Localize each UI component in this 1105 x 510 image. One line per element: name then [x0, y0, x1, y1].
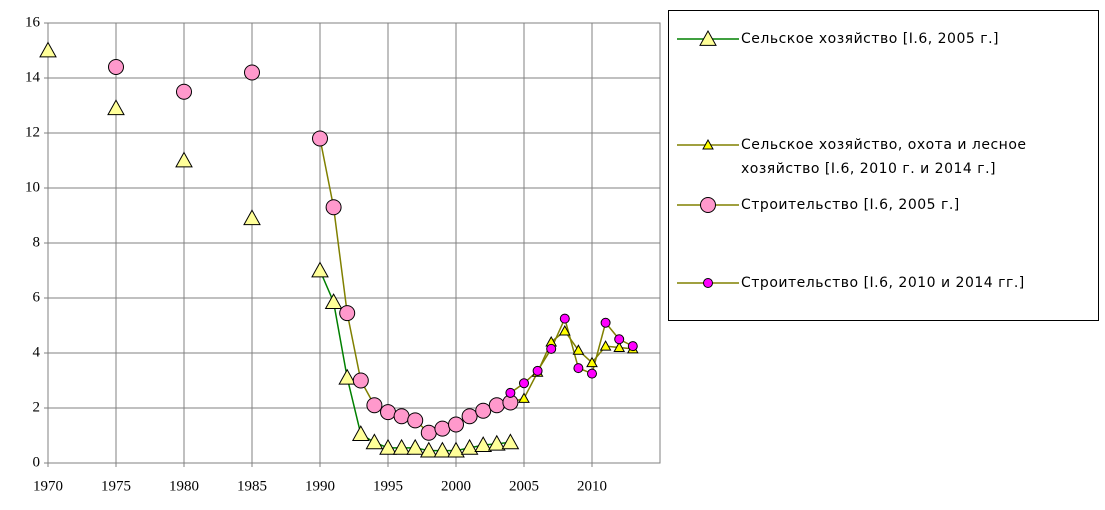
marker [434, 420, 451, 437]
legend-label: Сельское хозяйство [I.6, 2005 г.] [741, 31, 999, 47]
marker [532, 365, 543, 376]
marker [614, 334, 625, 345]
marker [519, 378, 529, 389]
marker [366, 397, 383, 414]
y-tick-label: 12 [25, 124, 40, 140]
marker [108, 59, 124, 75]
marker [587, 368, 597, 379]
legend-entry: Строительство [I.6, 2010 и 2014 гг.] [669, 271, 1081, 295]
legend-swatch [677, 29, 739, 46]
marker [487, 434, 506, 451]
marker [461, 408, 478, 425]
y-tick-label: 0 [33, 454, 41, 470]
marker [352, 372, 369, 389]
x-tick-label: 1970 [33, 478, 63, 494]
marker [505, 387, 516, 398]
marker [243, 209, 261, 226]
y-tick-label: 8 [33, 234, 41, 250]
marker [420, 424, 437, 441]
marker [244, 64, 260, 81]
marker [39, 41, 57, 58]
marker [546, 343, 557, 354]
y-tick-label: 2 [33, 399, 41, 415]
chart: 0 2 4 6 8 10 12 14 16 1970 1975 1980 1985 1990 1995 200… [25, 14, 661, 494]
marker [501, 433, 520, 450]
marker [599, 340, 612, 351]
marker [433, 441, 452, 458]
marker [474, 436, 493, 453]
marker [325, 199, 342, 216]
marker [324, 293, 343, 310]
marker [572, 344, 585, 355]
marker [312, 130, 328, 147]
marker [699, 29, 717, 46]
marker [488, 397, 505, 414]
marker [586, 356, 598, 368]
legend-entry: Сельское хозяйство, охота и лесное хозяй… [669, 133, 1081, 181]
marker [627, 341, 638, 352]
x-tick-label: 1995 [373, 478, 403, 494]
marker [311, 261, 329, 278]
legend-label: Сельское хозяйство, охота и лесное хозяй… [741, 137, 1027, 177]
legend-label: Строительство [I.6, 2005 г.] [741, 197, 960, 213]
marker [407, 412, 424, 429]
marker [339, 305, 356, 322]
marker [379, 438, 397, 455]
marker [351, 425, 370, 442]
legend-swatch [677, 197, 739, 213]
marker [338, 368, 357, 385]
marker [475, 402, 492, 419]
marker [175, 151, 193, 168]
x-tick-label: 1990 [305, 478, 335, 494]
x-tick-label: 1985 [237, 478, 267, 494]
legend-swatch [677, 278, 739, 288]
legend-entry: Сельское хозяйство [I.6, 2005 г.] [669, 27, 1081, 51]
marker [176, 83, 192, 100]
marker [600, 317, 611, 328]
legend-label: Строительство [I.6, 2010 и 2014 гг.] [741, 275, 1025, 291]
marker [448, 416, 464, 433]
y-tick-label: 4 [33, 344, 41, 360]
marker [392, 438, 411, 455]
marker [419, 441, 438, 458]
x-tick-label: 2010 [577, 478, 607, 494]
y-tick-label: 14 [25, 69, 41, 85]
marker [365, 433, 384, 450]
marker [613, 341, 626, 352]
y-tick-label: 16 [25, 14, 41, 30]
series-line [509, 316, 634, 394]
marker [573, 363, 584, 374]
marker [558, 324, 571, 336]
legend-entry: Строительство [I.6, 2005 г.] [669, 193, 1081, 217]
y-tick-label: 10 [25, 179, 40, 195]
legend-swatch [677, 138, 739, 150]
marker [702, 138, 714, 150]
legend: Сельское хозяйство [I.6, 2005 г.] Сельско… [668, 10, 1099, 321]
marker [559, 313, 570, 324]
marker [393, 408, 410, 425]
x-tick-label: 1975 [101, 478, 131, 494]
x-tick-label: 2000 [441, 478, 471, 494]
y-tick-label: 6 [33, 289, 41, 305]
x-tick-label: 1980 [169, 478, 199, 494]
marker [703, 278, 713, 288]
marker [700, 197, 716, 213]
marker [107, 99, 125, 116]
marker [380, 404, 396, 421]
marker [447, 441, 465, 458]
marker [406, 438, 425, 455]
marker [460, 438, 479, 455]
x-tick-label: 2005 [509, 478, 539, 494]
marker [518, 392, 530, 403]
